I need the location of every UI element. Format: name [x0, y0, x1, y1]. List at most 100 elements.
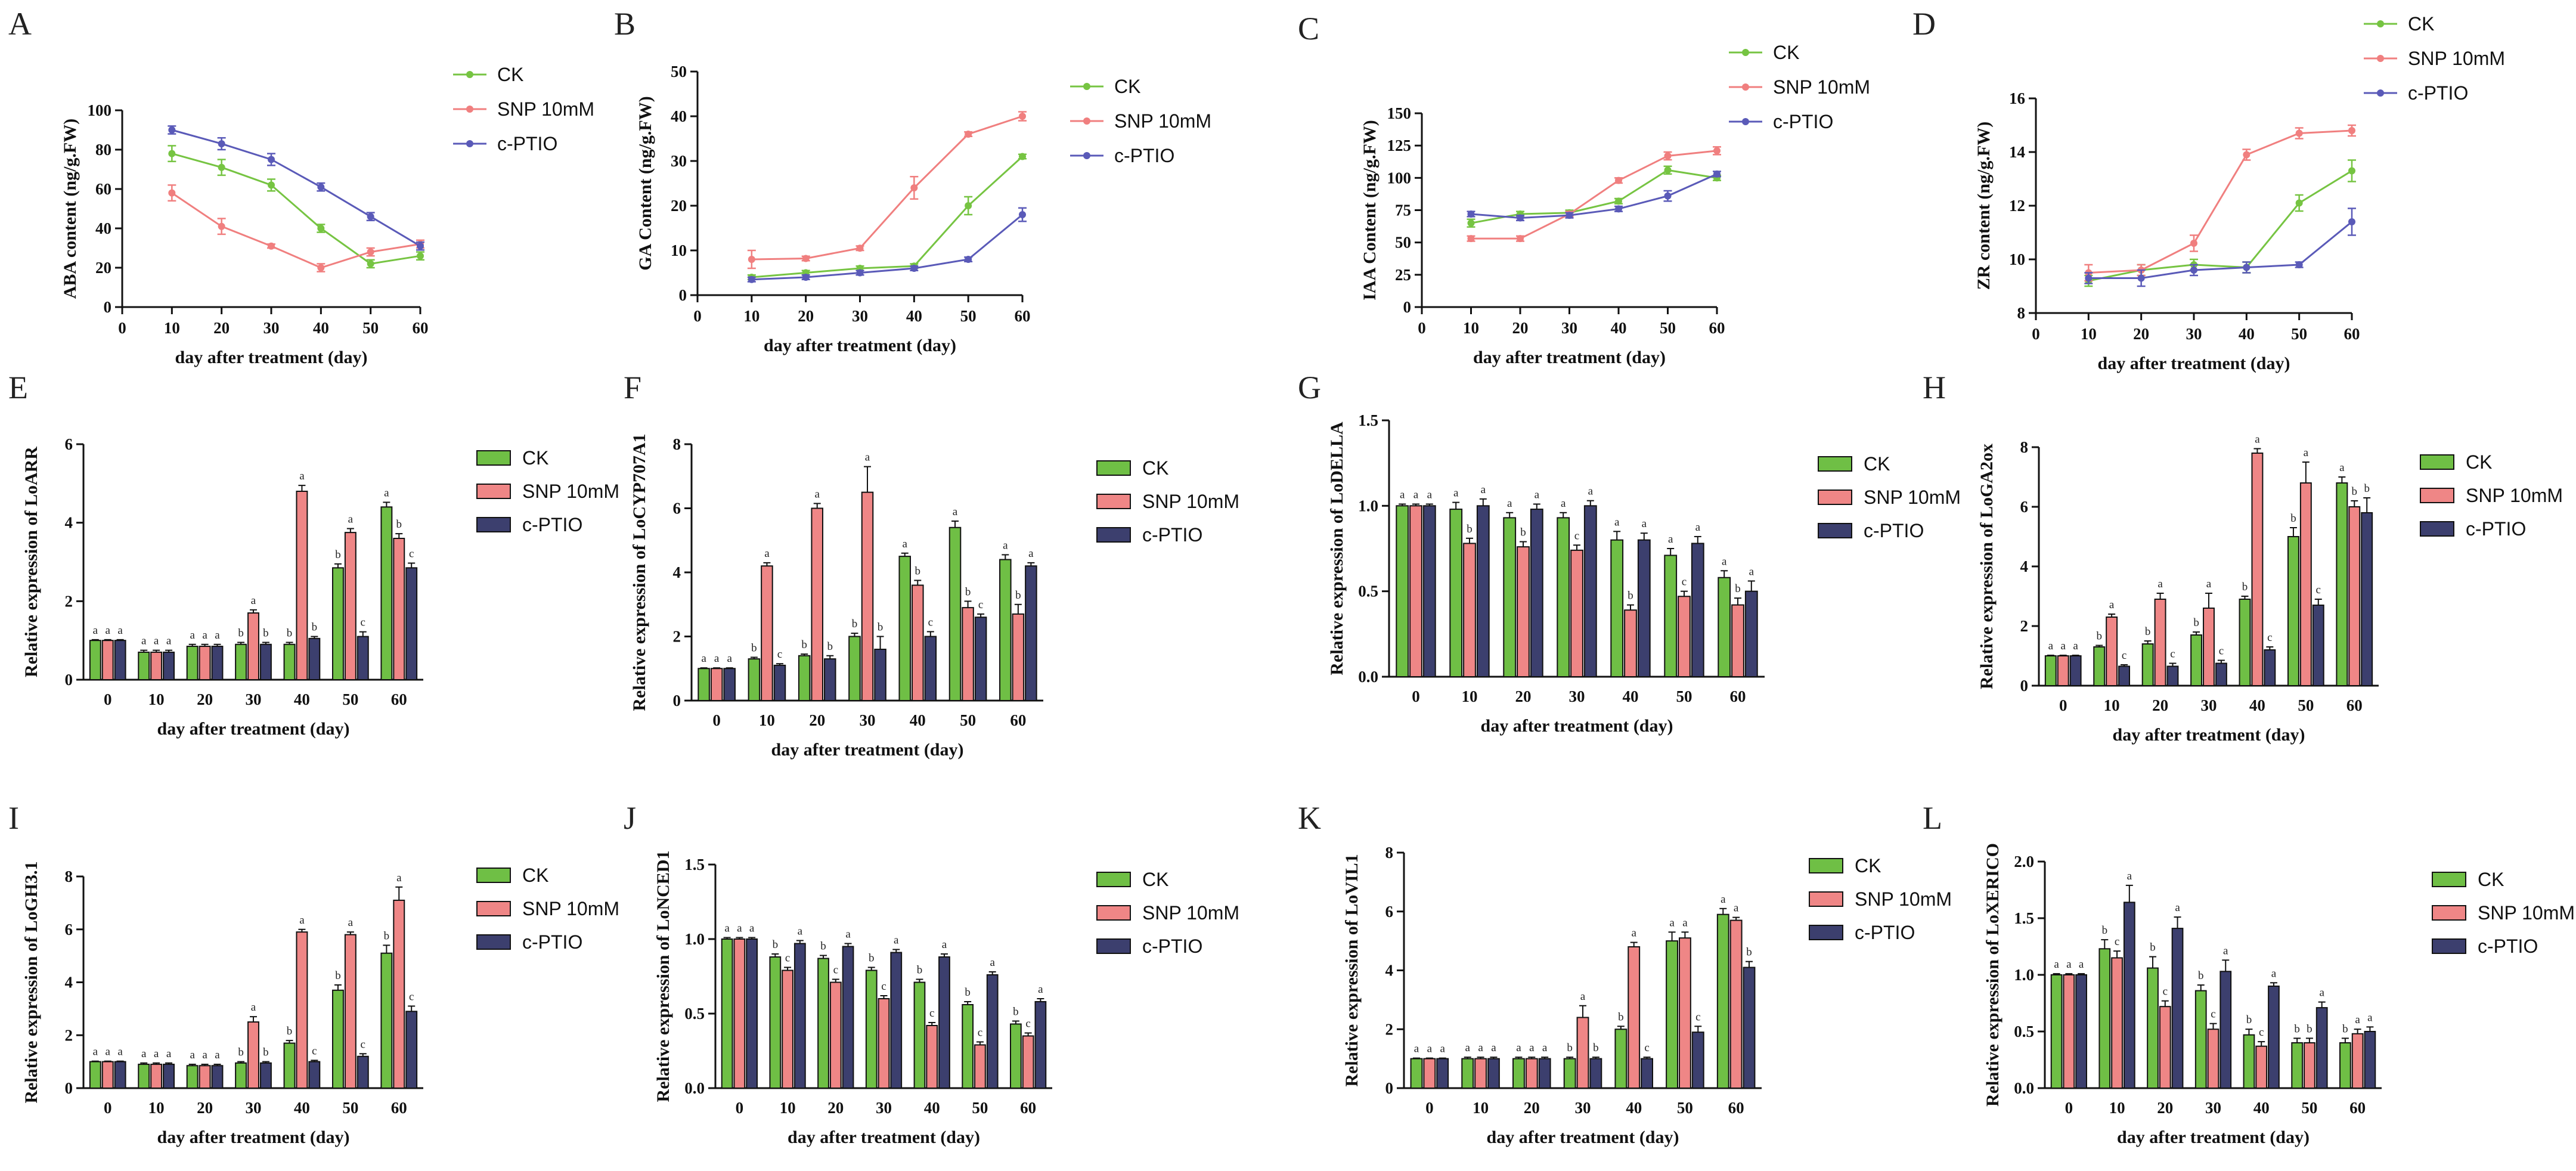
significance-letter: a	[299, 470, 305, 482]
legend-label: CK	[2466, 451, 2492, 473]
legend-marker	[466, 140, 473, 147]
y-tick-label: 12	[2009, 197, 2025, 215]
x-tick-label: 30	[246, 690, 262, 708]
bar-SNP 10mM	[782, 969, 793, 1089]
x-tick-label: 0	[2059, 696, 2067, 714]
y-tick-label: 25	[1395, 266, 1411, 284]
bar-c-PTIO	[405, 567, 418, 680]
legend-swatch	[1818, 523, 1852, 538]
significance-letter: c	[978, 599, 983, 611]
bar-c-PTIO	[308, 1061, 321, 1089]
bar-CK	[283, 643, 296, 680]
bar-SNP 10mM	[296, 491, 308, 680]
legend-label: CK	[2408, 13, 2434, 35]
bar-c-PTIO	[924, 636, 937, 701]
legend-label: CK	[1114, 76, 1140, 97]
significance-letter: a	[2048, 640, 2054, 652]
bar-CK	[283, 1042, 296, 1089]
significance-letter: a	[1516, 1042, 1521, 1054]
x-tick-label: 50	[2301, 1099, 2317, 1117]
bar-CK	[2291, 1042, 2304, 1089]
data-point	[2190, 267, 2197, 274]
significance-letter: c	[1574, 529, 1579, 542]
legend-swatch	[1096, 872, 1131, 887]
data-point	[856, 269, 864, 277]
legend-swatch	[1818, 456, 1852, 472]
data-point	[2137, 274, 2145, 282]
bar-c-PTIO	[1641, 1058, 1653, 1089]
legend-label: c-PTIO	[1114, 145, 1174, 166]
significance-letter: c	[1695, 1011, 1700, 1023]
bar-c-PTIO	[2268, 986, 2280, 1089]
x-tick-label: 30	[876, 1099, 892, 1117]
bar-SNP 10mM	[150, 1064, 163, 1089]
significance-letter: a	[1038, 983, 1043, 996]
x-tick-label: 10	[1463, 319, 1479, 337]
data-point	[168, 126, 176, 134]
significance-letter: a	[93, 624, 98, 637]
x-tick-label: 40	[906, 307, 922, 325]
bar-CK	[1010, 1023, 1022, 1089]
x-tick-label: 10	[2081, 325, 2097, 343]
y-tick-label: 1.5	[1358, 411, 1378, 429]
chart-I: 0 2 4 6 8 Relative expression of LoGH3.1 0 10 20…	[21, 861, 619, 1147]
bar-SNP 10mM	[1624, 609, 1637, 678]
panel-label-B: B	[614, 6, 636, 42]
chart-G: 0.0 0.5 1.0 1.5 Relative expression of LoDEL…	[1327, 411, 1961, 736]
significance-letter: a	[724, 922, 730, 935]
data-point	[317, 183, 325, 191]
bar-SNP 10mM	[878, 998, 890, 1089]
legend-marker	[466, 106, 473, 113]
x-axis-title: day after treatment (day)	[1487, 1127, 1679, 1147]
chart-E: 0 2 4 6 Relative expression of LoARR 0 10 20 30 4…	[21, 435, 619, 739]
bar-c-PTIO	[1589, 1058, 1602, 1089]
y-axis-title: ABA content (ng/g.FW)	[60, 119, 80, 299]
bar-CK	[89, 640, 101, 680]
significance-letter: b	[2102, 924, 2108, 937]
data-point	[2295, 261, 2303, 268]
series-line-c-PTIO	[1471, 173, 1718, 219]
bar-CK	[1557, 517, 1570, 678]
y-tick-label: 1.0	[2014, 966, 2034, 984]
significance-letter: a	[701, 652, 706, 665]
legend-marker	[2377, 55, 2384, 62]
significance-letter: a	[894, 934, 899, 947]
data-point	[965, 256, 972, 263]
bar-SNP 10mM	[829, 981, 842, 1089]
significance-letter: c	[409, 547, 414, 560]
significance-letter: b	[915, 565, 921, 577]
x-tick-label: 50	[1660, 319, 1676, 337]
x-tick-label: 20	[213, 319, 230, 337]
legend-swatch	[1096, 905, 1131, 921]
significance-letter: a	[1413, 488, 1419, 501]
bar-c-PTIO	[1530, 509, 1543, 677]
x-tick-label: 20	[2157, 1099, 2173, 1117]
bar-CK	[2287, 536, 2299, 686]
significance-letter: c	[978, 1027, 982, 1039]
legend-swatch	[476, 484, 511, 499]
legend-swatch	[476, 868, 511, 883]
significance-letter: a	[154, 635, 159, 648]
bar-SNP 10mM	[101, 640, 114, 680]
bar-CK	[186, 646, 199, 680]
legend-label: c-PTIO	[1773, 111, 1833, 132]
data-point	[2243, 151, 2250, 159]
legend-swatch	[2432, 938, 2466, 954]
x-tick-label: 30	[246, 1099, 262, 1117]
significance-letter: a	[2271, 967, 2277, 980]
x-tick-label: 0	[1412, 687, 1420, 705]
significance-letter: a	[251, 1001, 256, 1014]
data-point	[802, 255, 810, 262]
data-point	[317, 264, 325, 271]
legend-label: SNP 10mM	[497, 98, 594, 120]
legend-label: c-PTIO	[522, 514, 582, 535]
legend-swatch	[1096, 938, 1131, 954]
data-point	[218, 163, 225, 171]
bar-c-PTIO	[2361, 512, 2373, 686]
significance-letter: b	[312, 621, 318, 634]
significance-letter: c	[785, 952, 790, 965]
bar-SNP 10mM	[1474, 1058, 1487, 1089]
x-tick-label: 30	[264, 319, 280, 337]
significance-letter: c	[1644, 1042, 1649, 1054]
x-tick-label: 60	[2344, 325, 2360, 343]
